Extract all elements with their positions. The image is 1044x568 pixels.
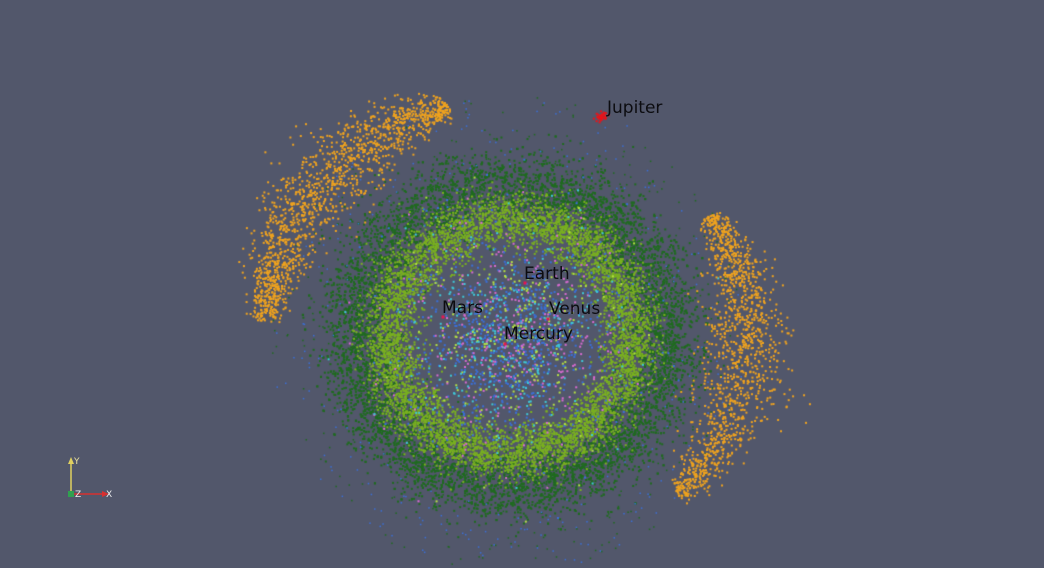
x-axis-label: X <box>106 490 112 500</box>
y-axis-arrowhead <box>68 457 74 464</box>
orientation-axes-widget: Y Z X <box>68 457 112 500</box>
y-axis-label: Y <box>73 457 80 467</box>
z-axis-marker <box>68 491 74 497</box>
z-axis-label: Z <box>75 490 81 500</box>
planet-label-earth: Earth <box>524 264 570 284</box>
planet-label-venus: Venus <box>549 299 601 319</box>
x-axis-arrowhead <box>102 491 109 497</box>
planet-label-jupiter: Jupiter <box>607 98 663 118</box>
planet-label-mercury: Mercury <box>504 324 573 344</box>
planet-label-mars: Mars <box>442 298 483 318</box>
